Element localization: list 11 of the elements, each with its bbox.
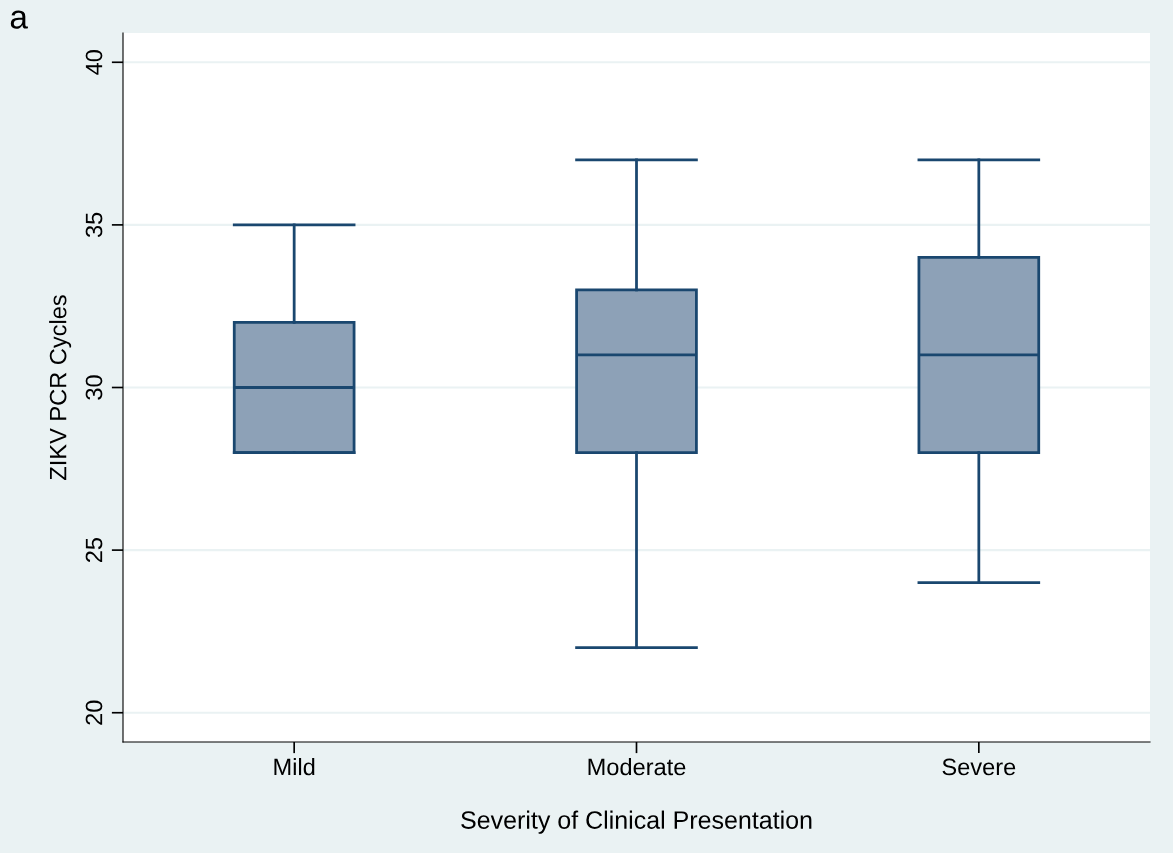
- y-tick-label: 30: [85, 375, 103, 400]
- x-tick-label: Mild: [274, 757, 315, 776]
- x-tick-label: Severe: [942, 758, 1016, 776]
- text: a: [10, 10, 28, 29]
- y-tick-label: 20: [85, 700, 103, 725]
- y-tick-label: 25: [85, 537, 103, 563]
- y-axis-title: ZIKV PCR Cycles: [49, 295, 72, 480]
- x-axis-title: Severity of Clinical Presentation: [461, 810, 812, 834]
- y-tick-label: 40: [85, 50, 103, 75]
- x-tick-label: Moderate: [588, 757, 686, 776]
- y-tick-label: 35: [85, 212, 103, 238]
